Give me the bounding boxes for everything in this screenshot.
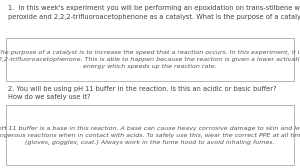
Text: The pH 11 buffer is a base in this reaction. A base can cause heavy corrosive da: The pH 11 buffer is a base in this react…: [0, 126, 300, 145]
FancyBboxPatch shape: [6, 38, 294, 81]
FancyBboxPatch shape: [6, 105, 294, 165]
Text: 1.  In this week's experiment you will be performing an epoxidation on trans-sti: 1. In this week's experiment you will be…: [8, 5, 300, 19]
Text: The purpose of a catalyst is to increase the speed that a reaction occurs. In th: The purpose of a catalyst is to increase…: [0, 50, 300, 69]
Text: 2. You will be using pH 11 buffer in the reaction. Is this an acidic or basic bu: 2. You will be using pH 11 buffer in the…: [8, 86, 276, 100]
